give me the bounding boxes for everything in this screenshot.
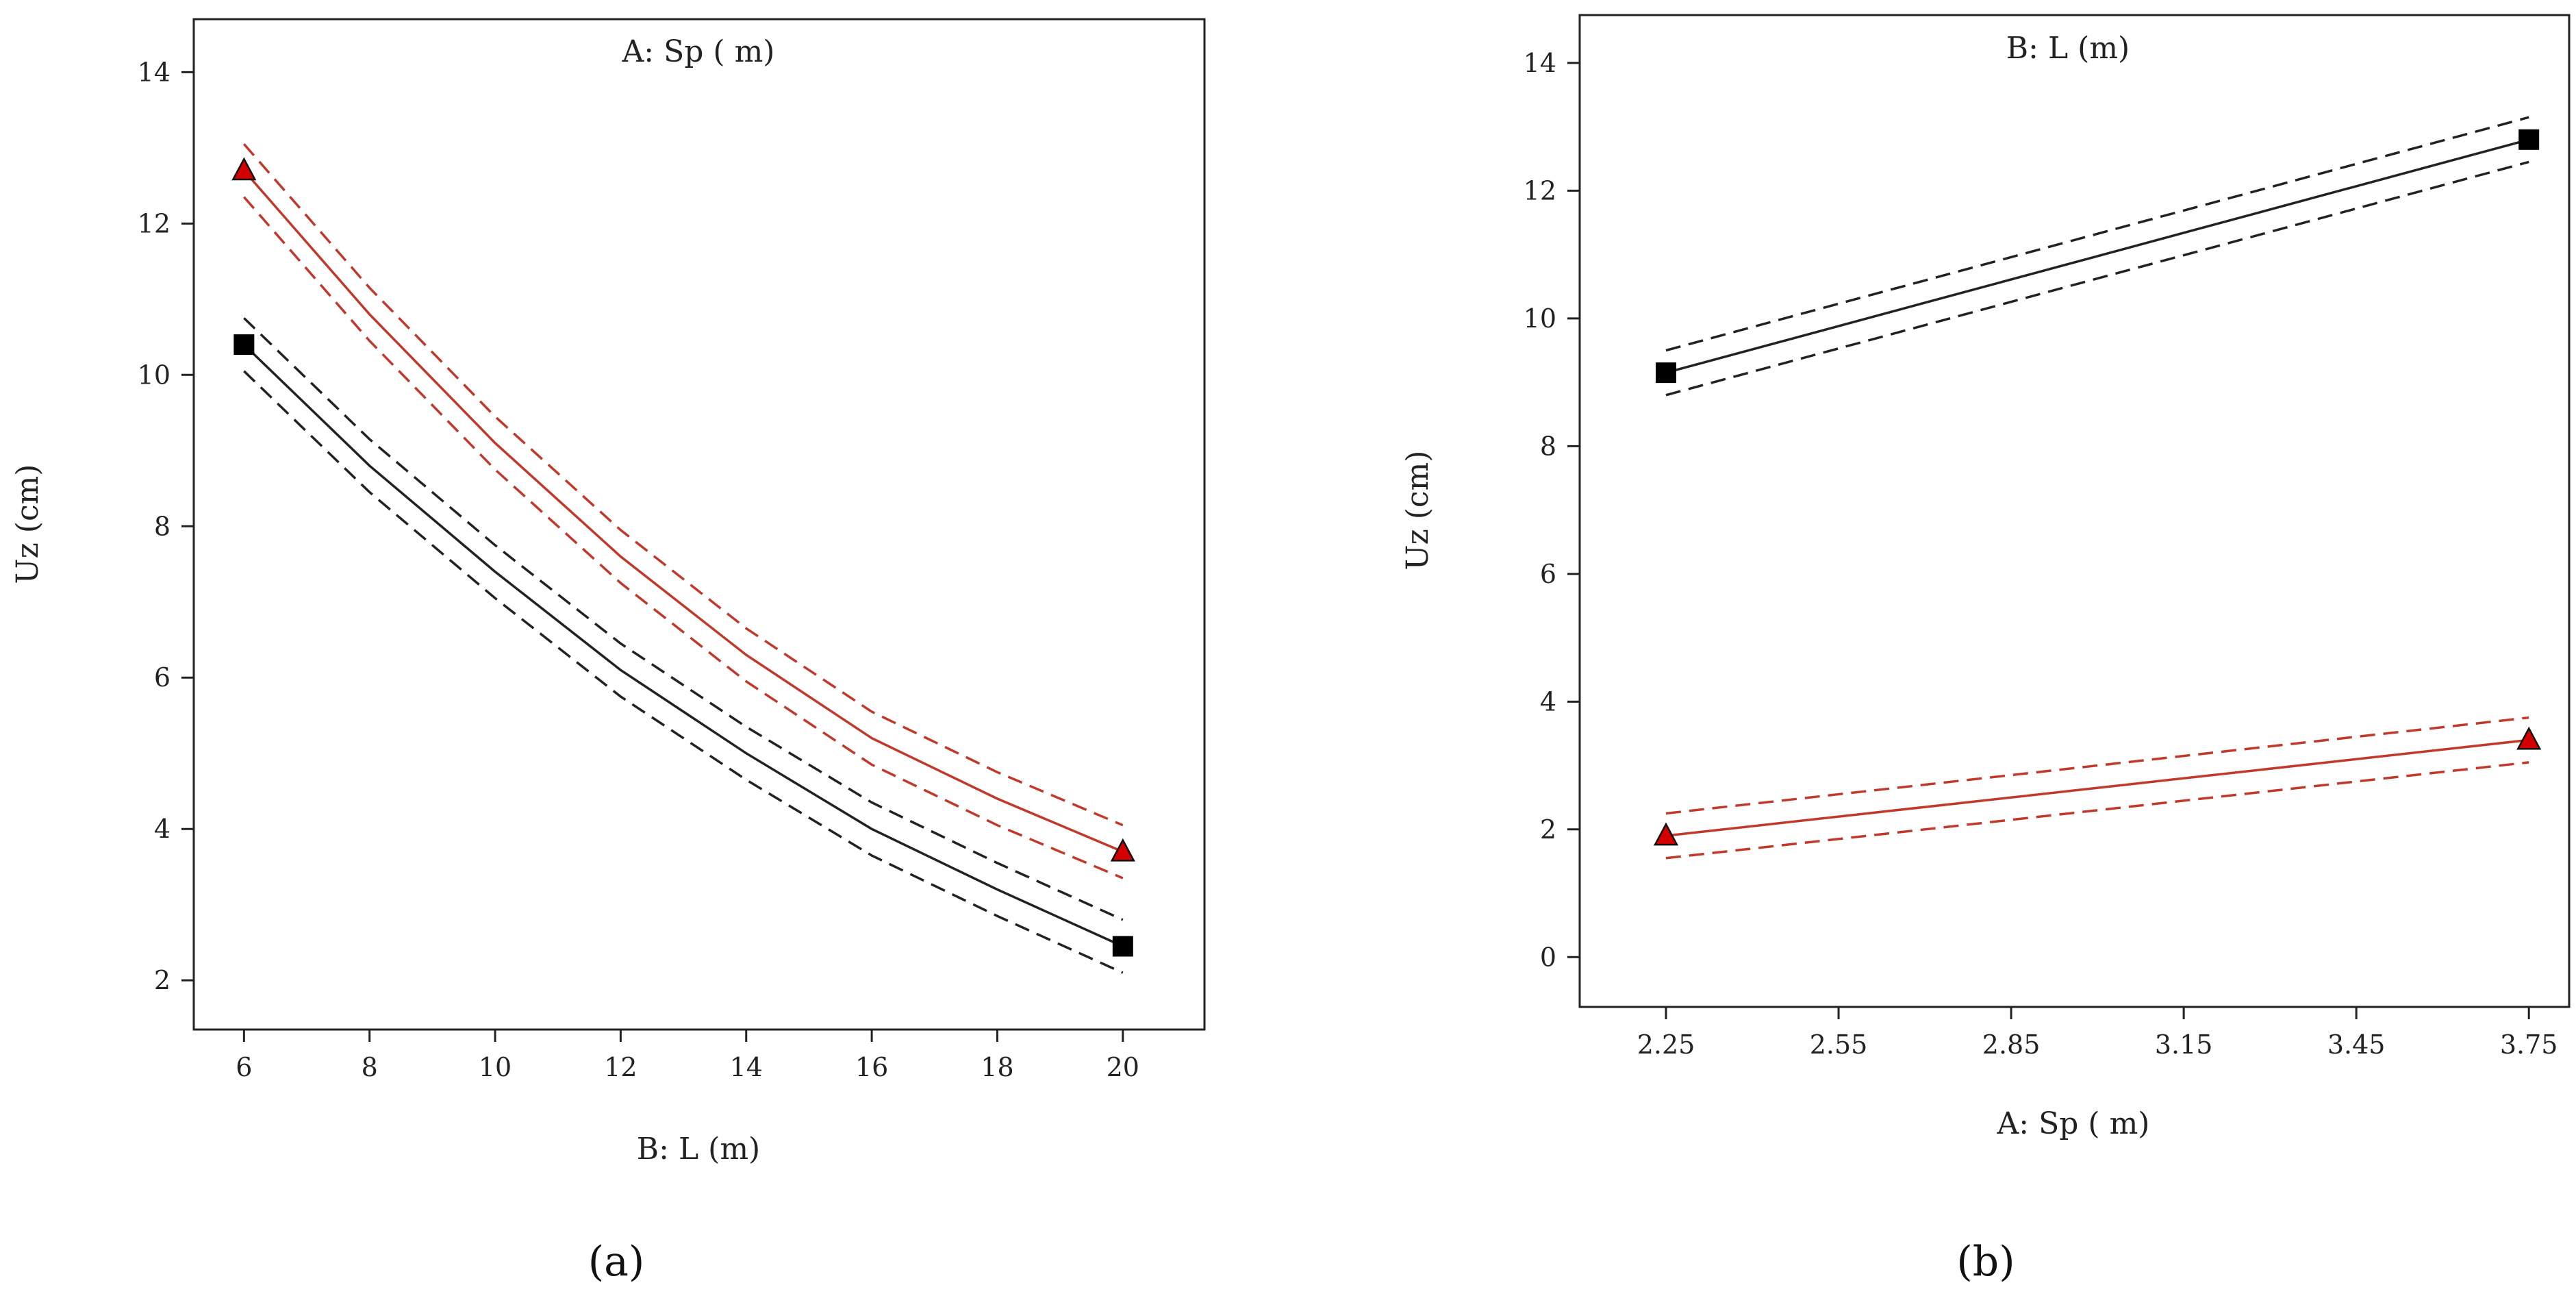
- panel-b-x-tick-label: 2.85: [1982, 1030, 2041, 1060]
- panel-b-series: [1653, 116, 2542, 860]
- panel-b-y-tick-label: 6: [1540, 559, 1556, 589]
- panel-a-sp-high-lower-ci: [242, 196, 1124, 880]
- panel-a-sp-high-triangle-marker: [231, 157, 257, 181]
- panel-a-x-axis-label: B: L (m): [637, 1132, 760, 1167]
- panel-b-l-high-triangle-marker: [1653, 822, 1679, 846]
- panel-a-x-tick-label: 20: [1107, 1052, 1139, 1082]
- panel-b-y-tick-label: 2: [1540, 814, 1556, 845]
- panel-b-l-high-upper-ci: [1665, 716, 2529, 815]
- panel-a-frame: [192, 18, 1206, 1031]
- panel-a-sp-high-upper-ci: [242, 143, 1124, 827]
- panel-a-x-tick-label: 8: [362, 1052, 378, 1082]
- panel-a-label: (a): [588, 1238, 645, 1286]
- panel-a-y-tick-label: 10: [138, 360, 171, 390]
- panel-a-y-axis-label: Uz (cm): [10, 464, 45, 584]
- panel-a-sp-low-square-marker: [233, 334, 255, 356]
- panel-a-sp-low-square-marker: [1112, 936, 1133, 957]
- panel-b-y-tick-label: 4: [1540, 686, 1556, 716]
- panel-a-sp-low-lower-ci: [243, 370, 1124, 974]
- panel-a-y-tick-label: 4: [154, 814, 171, 844]
- panel-b-l-high-line: [1665, 738, 2529, 837]
- panel-b-l-low-square-marker: [2518, 129, 2540, 150]
- panel-b-x-axis-label: A: Sp ( m): [1997, 1106, 2150, 1141]
- panel-a-sp-high-line: [242, 169, 1124, 853]
- panel-a-x-tick-label: 12: [604, 1052, 637, 1082]
- panel-b-l-low-line: [1665, 138, 2529, 374]
- panel-a-sp-high-triangle-marker: [1110, 838, 1135, 862]
- panel-a-x-tick-label: 14: [730, 1052, 763, 1082]
- panel-b-l-high-triangle-marker: [2516, 726, 2542, 750]
- panel-a-y-tick-label: 8: [154, 511, 171, 541]
- panel-b-l-low-lower-ci: [1665, 160, 2529, 397]
- panel-b-l-high-lower-ci: [1665, 761, 2529, 860]
- panel-a-title: A: Sp ( m): [622, 34, 775, 69]
- panel-a-sp-low-line: [243, 343, 1124, 948]
- panel-b-y-tick-label: 8: [1540, 431, 1556, 461]
- panel-b-x-tick-label: 2.25: [1637, 1030, 1695, 1060]
- panel-b-x-tick-label: 2.55: [1810, 1030, 1868, 1060]
- panel-a-y-tick-label: 12: [138, 208, 171, 238]
- panel-a-sp-low-upper-ci: [243, 317, 1124, 921]
- panel-b-axes: 2.25 2.55 2.85 3.15 3.45 3.75 0 2 4 6 8 10 12 14: [1524, 48, 2558, 1060]
- panel-b-l-low-square-marker: [1656, 362, 1677, 384]
- panel-a-x-tick-label: 10: [479, 1052, 512, 1082]
- panel-b-label: (b): [1956, 1238, 2015, 1286]
- panel-a-x-tick-label: 18: [981, 1052, 1013, 1082]
- panel-b-y-tick-label: 12: [1524, 175, 1556, 205]
- panel-b-title: B: L (m): [2006, 31, 2130, 66]
- panel-a-y-tick-label: 2: [154, 965, 171, 995]
- panel-b-x-tick-label: 3.75: [2500, 1030, 2558, 1060]
- panel-b-y-tick-label: 14: [1524, 48, 1556, 78]
- panel-b-y-axis-label: Uz (cm): [1400, 451, 1435, 571]
- panel-a-y-tick-label: 14: [138, 57, 171, 87]
- panel-a-x-tick-label: 6: [236, 1052, 252, 1082]
- panel-b-x-tick-label: 3.15: [2155, 1030, 2213, 1060]
- panel-b-x-tick-label: 3.45: [2327, 1030, 2386, 1060]
- panel-b-y-tick-label: 0: [1540, 942, 1556, 972]
- panel-b-l-low-upper-ci: [1665, 116, 2529, 352]
- panel-a-axes: 6 8 10 12 14 16 18 20 2 4 6 8 10 12 14: [138, 57, 1139, 1082]
- panel-a: A: Sp ( m) B: L (m) Uz (cm) 6 8 10 12 14 16 18…: [10, 18, 1206, 1286]
- panel-b-frame: [1578, 14, 2571, 1008]
- panel-a-x-tick-label: 16: [855, 1052, 888, 1082]
- panel-b: B: L (m) A: Sp ( m) Uz (cm) 2.25 2.55 2.85…: [1400, 14, 2571, 1286]
- panel-a-y-tick-label: 6: [154, 662, 171, 693]
- panel-a-series: [231, 143, 1135, 974]
- panel-b-y-tick-label: 10: [1524, 303, 1556, 334]
